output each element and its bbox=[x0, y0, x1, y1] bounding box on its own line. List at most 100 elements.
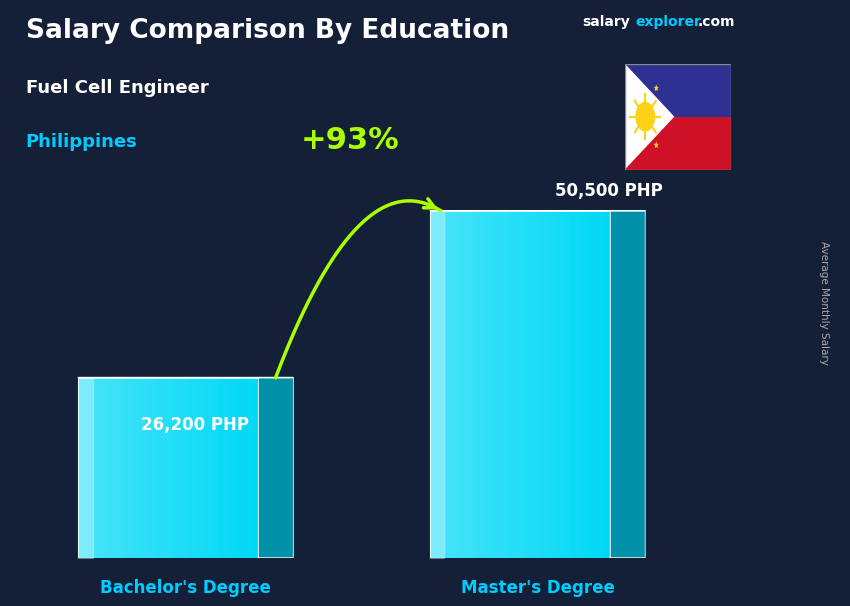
Polygon shape bbox=[654, 84, 659, 91]
Bar bbox=[146, 378, 150, 558]
Bar bbox=[535, 211, 538, 558]
Bar bbox=[462, 211, 466, 558]
Bar bbox=[247, 378, 251, 558]
Bar bbox=[136, 378, 139, 558]
Bar bbox=[186, 378, 190, 558]
Bar bbox=[456, 211, 459, 558]
Bar bbox=[506, 211, 509, 558]
Text: Bachelor's Degree: Bachelor's Degree bbox=[100, 579, 271, 597]
Text: Philippines: Philippines bbox=[26, 133, 137, 152]
Bar bbox=[193, 378, 197, 558]
Bar bbox=[230, 378, 233, 558]
Text: Master's Degree: Master's Degree bbox=[461, 579, 615, 597]
Bar bbox=[477, 211, 480, 558]
Bar bbox=[93, 378, 96, 558]
Bar bbox=[574, 211, 578, 558]
Bar bbox=[567, 211, 570, 558]
Bar bbox=[581, 211, 585, 558]
Bar bbox=[161, 378, 165, 558]
Bar bbox=[218, 378, 222, 558]
Bar bbox=[495, 211, 498, 558]
Bar bbox=[466, 211, 470, 558]
Bar bbox=[445, 211, 448, 558]
Bar bbox=[132, 378, 136, 558]
Bar bbox=[78, 378, 258, 558]
Bar bbox=[530, 211, 535, 558]
Bar bbox=[538, 211, 541, 558]
Bar bbox=[110, 378, 114, 558]
Bar bbox=[201, 378, 204, 558]
Bar bbox=[509, 211, 513, 558]
Bar bbox=[244, 378, 247, 558]
Polygon shape bbox=[610, 211, 645, 558]
Bar bbox=[204, 378, 207, 558]
Bar bbox=[517, 211, 520, 558]
Bar bbox=[197, 378, 201, 558]
Bar bbox=[178, 378, 183, 558]
Bar bbox=[564, 211, 567, 558]
Bar bbox=[502, 211, 506, 558]
Text: +93%: +93% bbox=[301, 126, 400, 155]
Bar bbox=[430, 211, 610, 558]
Text: Salary Comparison By Education: Salary Comparison By Education bbox=[26, 18, 508, 44]
Bar bbox=[588, 211, 592, 558]
Bar bbox=[104, 378, 107, 558]
Bar bbox=[545, 211, 549, 558]
Bar bbox=[157, 378, 161, 558]
Bar bbox=[585, 211, 588, 558]
Bar bbox=[251, 378, 254, 558]
Bar bbox=[570, 211, 574, 558]
Bar bbox=[459, 211, 462, 558]
Bar bbox=[236, 378, 240, 558]
Bar bbox=[625, 64, 731, 116]
Polygon shape bbox=[621, 113, 626, 119]
Bar bbox=[165, 378, 168, 558]
Bar bbox=[552, 211, 556, 558]
Bar bbox=[441, 211, 445, 558]
Bar bbox=[470, 211, 473, 558]
Bar bbox=[254, 378, 258, 558]
Bar bbox=[491, 211, 495, 558]
Bar bbox=[578, 211, 581, 558]
Bar bbox=[207, 378, 212, 558]
Polygon shape bbox=[258, 378, 293, 558]
Bar bbox=[222, 378, 226, 558]
Bar bbox=[541, 211, 545, 558]
Bar bbox=[89, 378, 93, 558]
Bar bbox=[556, 211, 559, 558]
Bar bbox=[175, 378, 178, 558]
Bar bbox=[498, 211, 502, 558]
Bar bbox=[559, 211, 564, 558]
Bar bbox=[488, 211, 491, 558]
Bar bbox=[430, 211, 434, 558]
Text: Average Monthly Salary: Average Monthly Salary bbox=[819, 241, 829, 365]
Polygon shape bbox=[625, 64, 674, 170]
Bar bbox=[233, 378, 236, 558]
Bar bbox=[122, 378, 125, 558]
Bar bbox=[128, 378, 132, 558]
Bar bbox=[524, 211, 527, 558]
Bar bbox=[527, 211, 530, 558]
Bar bbox=[168, 378, 172, 558]
Bar bbox=[139, 378, 143, 558]
Bar bbox=[99, 378, 104, 558]
Bar bbox=[212, 378, 215, 558]
Circle shape bbox=[635, 102, 655, 132]
Bar bbox=[150, 378, 154, 558]
Bar bbox=[85, 378, 89, 558]
Bar bbox=[78, 378, 82, 558]
Bar bbox=[606, 211, 610, 558]
Bar bbox=[549, 211, 552, 558]
Bar bbox=[513, 211, 517, 558]
Bar bbox=[118, 378, 122, 558]
Bar bbox=[154, 378, 157, 558]
Bar bbox=[437, 211, 441, 558]
Bar bbox=[240, 378, 244, 558]
Text: Fuel Cell Engineer: Fuel Cell Engineer bbox=[26, 79, 208, 97]
Text: salary: salary bbox=[582, 15, 630, 29]
Bar bbox=[172, 378, 175, 558]
Bar bbox=[434, 211, 437, 558]
Text: .com: .com bbox=[698, 15, 735, 29]
Bar bbox=[599, 211, 603, 558]
Bar bbox=[190, 378, 193, 558]
